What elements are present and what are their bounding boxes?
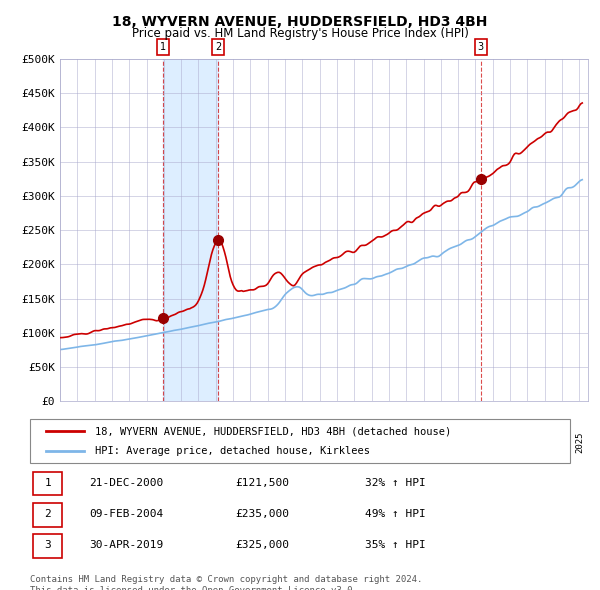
- Text: £235,000: £235,000: [235, 509, 289, 519]
- Text: 2018: 2018: [454, 432, 463, 454]
- Text: Price paid vs. HM Land Registry's House Price Index (HPI): Price paid vs. HM Land Registry's House …: [131, 27, 469, 40]
- Text: 32% ↑ HPI: 32% ↑ HPI: [365, 478, 425, 488]
- Text: 2008: 2008: [281, 432, 290, 454]
- FancyBboxPatch shape: [33, 534, 62, 558]
- Text: £121,500: £121,500: [235, 478, 289, 488]
- Text: 1998: 1998: [107, 432, 116, 454]
- Text: 2010: 2010: [315, 432, 324, 454]
- Text: 2009: 2009: [298, 432, 307, 454]
- Text: 1997: 1997: [90, 432, 99, 454]
- Text: 2019: 2019: [471, 432, 480, 454]
- Text: 2022: 2022: [523, 432, 532, 454]
- Text: 2004: 2004: [211, 432, 220, 454]
- Text: 2021: 2021: [506, 432, 515, 454]
- Text: HPI: Average price, detached house, Kirklees: HPI: Average price, detached house, Kirk…: [95, 446, 370, 455]
- Text: 35% ↑ HPI: 35% ↑ HPI: [365, 540, 425, 550]
- Text: 2024: 2024: [557, 432, 566, 454]
- Text: 2001: 2001: [160, 432, 169, 454]
- Text: 3: 3: [478, 42, 484, 52]
- Bar: [163, 59, 218, 401]
- Text: 2014: 2014: [385, 432, 394, 454]
- Text: 2013: 2013: [367, 432, 376, 454]
- Text: 1996: 1996: [73, 432, 82, 454]
- Text: 2007: 2007: [263, 432, 272, 454]
- Text: 2000: 2000: [142, 432, 151, 454]
- FancyBboxPatch shape: [33, 503, 62, 526]
- Text: 21-DEC-2000: 21-DEC-2000: [89, 478, 164, 488]
- Text: 1: 1: [160, 42, 166, 52]
- Text: 18, WYVERN AVENUE, HUDDERSFIELD, HD3 4BH: 18, WYVERN AVENUE, HUDDERSFIELD, HD3 4BH: [112, 15, 488, 29]
- Text: 3: 3: [44, 540, 51, 550]
- Text: 2017: 2017: [436, 432, 445, 454]
- Text: 1999: 1999: [125, 432, 134, 454]
- Text: 2011: 2011: [332, 432, 341, 454]
- Text: 49% ↑ HPI: 49% ↑ HPI: [365, 509, 425, 519]
- FancyBboxPatch shape: [33, 472, 62, 496]
- Text: 2025: 2025: [575, 432, 584, 454]
- Text: 1: 1: [44, 478, 51, 488]
- FancyBboxPatch shape: [30, 419, 570, 463]
- Text: 2012: 2012: [350, 432, 359, 454]
- Text: Contains HM Land Registry data © Crown copyright and database right 2024.
This d: Contains HM Land Registry data © Crown c…: [30, 575, 422, 590]
- Text: 1995: 1995: [56, 432, 65, 454]
- Text: 2002: 2002: [176, 432, 185, 454]
- Text: 2016: 2016: [419, 432, 428, 454]
- Text: 09-FEB-2004: 09-FEB-2004: [89, 509, 164, 519]
- Text: 2015: 2015: [402, 432, 411, 454]
- Text: 2006: 2006: [246, 432, 255, 454]
- Text: 2003: 2003: [194, 432, 203, 454]
- Text: 2005: 2005: [229, 432, 238, 454]
- Text: 18, WYVERN AVENUE, HUDDERSFIELD, HD3 4BH (detached house): 18, WYVERN AVENUE, HUDDERSFIELD, HD3 4BH…: [95, 427, 451, 436]
- Text: £325,000: £325,000: [235, 540, 289, 550]
- Text: 2020: 2020: [488, 432, 497, 454]
- Text: 30-APR-2019: 30-APR-2019: [89, 540, 164, 550]
- Text: 2023: 2023: [540, 432, 549, 454]
- Text: 2: 2: [215, 42, 221, 52]
- Text: 2: 2: [44, 509, 51, 519]
